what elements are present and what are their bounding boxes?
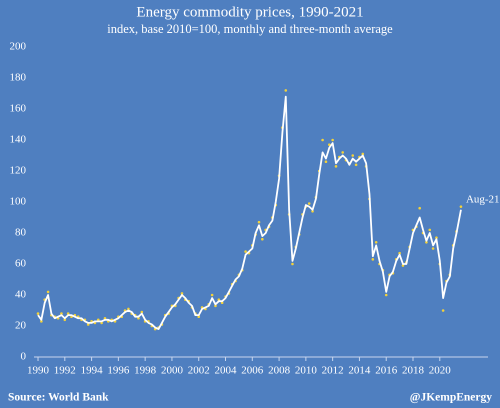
x-tick-label: 2020 (429, 365, 452, 377)
monthly-point (441, 309, 445, 312)
monthly-point (371, 258, 375, 261)
monthly-point (291, 262, 294, 266)
monthly-point (398, 251, 401, 255)
x-tick-label: 2006 (241, 365, 264, 377)
x-tick-label: 2010 (295, 365, 318, 377)
x-tick-label: 2002 (188, 365, 210, 377)
chart-subtitle: index, base 2010=100, monthly and three-… (107, 22, 393, 36)
monthly-point (418, 206, 421, 210)
y-tick-label: 40 (15, 289, 27, 301)
y-tick-label: 100 (10, 196, 27, 208)
monthly-point (428, 228, 432, 232)
monthly-point (86, 323, 90, 326)
monthly-point (341, 151, 344, 154)
y-tick-label: 120 (10, 165, 27, 177)
x-tick-label: 2000 (161, 365, 184, 377)
credit: @JKempEnergy (410, 392, 492, 404)
y-tick-label: 140 (10, 134, 27, 146)
x-tick-label: 1998 (134, 365, 157, 377)
y-tick-label: 180 (10, 72, 27, 84)
annotation: Aug-21 (466, 193, 500, 205)
monthly-point (328, 143, 331, 146)
monthly-point (210, 293, 214, 297)
monthly-point (197, 315, 201, 319)
monthly-point (244, 250, 247, 253)
monthly-point (311, 210, 314, 213)
x-tick-label: 1994 (81, 365, 104, 377)
x-tick-label: 2004 (215, 365, 238, 377)
monthly-point (140, 310, 144, 314)
monthly-point (384, 293, 388, 297)
monthly-point (351, 154, 355, 157)
average-line (37, 95, 462, 330)
x-tick-label: 2014 (348, 365, 371, 377)
monthly-point (63, 318, 67, 322)
monthly-point (331, 138, 334, 142)
monthly-point (435, 236, 438, 239)
monthly-point (214, 304, 217, 308)
chart-title: Energy commodity prices, 1990-2021 (136, 4, 363, 20)
x-tick-label: 1990 (27, 365, 50, 377)
x-tick-label: 2016 (375, 365, 398, 377)
y-tick-label: 0 (21, 351, 27, 363)
monthly-point (257, 220, 261, 224)
monthly-point (431, 247, 435, 250)
monthly-point (354, 163, 358, 167)
monthly-point (374, 241, 378, 244)
y-tick-label: 200 (10, 41, 27, 53)
y-tick-label: 60 (15, 258, 27, 270)
x-tick-label: 1992 (54, 365, 76, 377)
monthly-point (307, 202, 311, 205)
y-tick-label: 80 (15, 227, 27, 239)
monthly-point (324, 160, 328, 163)
monthly-point (60, 312, 63, 315)
monthly-point (46, 290, 50, 294)
monthly-point (40, 320, 43, 323)
monthly-point (127, 307, 130, 311)
monthly-point (180, 292, 184, 295)
monthly-point (284, 89, 288, 92)
x-tick-label: 2008 (268, 365, 291, 377)
monthly-point (361, 152, 365, 156)
monthly-point (261, 237, 264, 241)
x-tick-label: 1996 (107, 365, 130, 377)
monthly-point (36, 312, 40, 315)
x-tick-label: 2018 (402, 365, 425, 377)
y-tick-label: 160 (10, 103, 27, 115)
monthly-point (425, 241, 428, 244)
source: Source: World Bank (8, 392, 109, 404)
monthly-point (334, 165, 338, 168)
x-tick-label: 2012 (322, 365, 344, 377)
y-tick-label: 20 (15, 320, 27, 332)
monthly-point (459, 205, 463, 208)
monthly-point (321, 138, 324, 142)
